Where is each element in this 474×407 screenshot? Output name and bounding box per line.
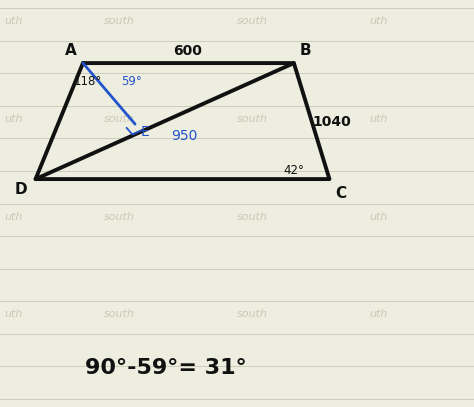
Text: 59°: 59° [121,75,142,88]
Text: uth: uth [370,114,388,124]
Text: 950: 950 [171,129,197,143]
Text: south: south [104,309,135,319]
Text: uth: uth [5,114,23,124]
Text: 1040: 1040 [312,115,351,129]
Text: uth: uth [5,309,23,319]
Text: A: A [65,44,77,58]
Text: south: south [237,212,268,222]
Text: 90°-59°= 31°: 90°-59°= 31° [85,358,247,379]
Text: south: south [237,309,268,319]
Text: uth: uth [370,309,388,319]
Text: south: south [104,212,135,222]
Text: B: B [300,44,311,58]
Text: uth: uth [370,16,388,26]
Text: south: south [237,114,268,124]
Text: C: C [336,186,347,201]
Text: south: south [104,16,135,26]
Text: 42°: 42° [283,164,304,177]
Text: south: south [104,114,135,124]
Text: south: south [237,16,268,26]
Text: uth: uth [5,16,23,26]
Text: E: E [140,125,149,139]
Text: 118°: 118° [73,75,102,88]
Text: uth: uth [5,212,23,222]
Text: D: D [15,182,27,197]
Text: uth: uth [370,212,388,222]
Text: 600: 600 [173,44,201,58]
